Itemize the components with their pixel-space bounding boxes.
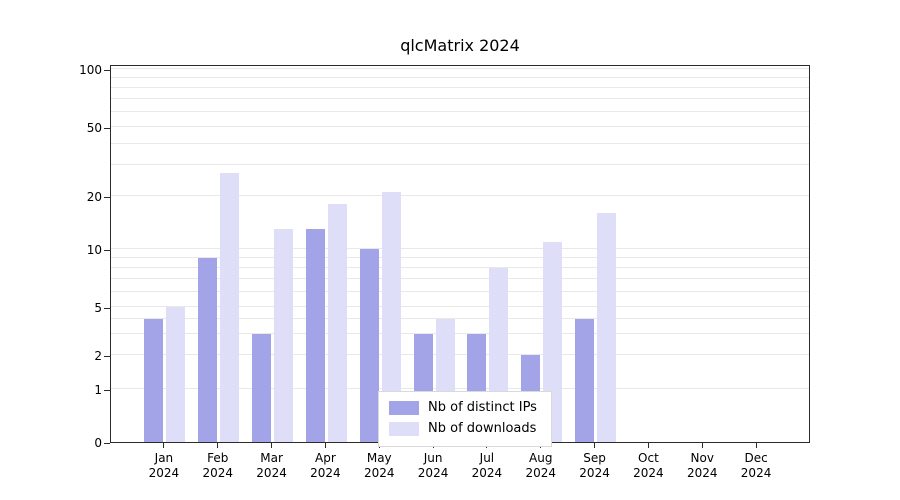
legend: Nb of distinct IPs Nb of downloads	[378, 391, 552, 447]
x-tick-mark	[163, 443, 165, 448]
gridline	[111, 76, 809, 78]
y-tick-label: 5	[94, 301, 102, 315]
y-tick-mark	[104, 250, 110, 251]
legend-label-distinct-ips: Nb of distinct IPs	[428, 400, 537, 415]
x-tick-label: Oct 2024	[633, 451, 664, 480]
x-tick-mark	[755, 443, 757, 448]
gridline	[111, 68, 809, 69]
y-tick-mark	[104, 197, 110, 198]
bar-jan-downloads	[166, 307, 186, 442]
x-tick-mark	[647, 443, 649, 448]
plot-area	[110, 65, 810, 443]
bar-feb-downloads	[220, 173, 240, 442]
bar-mar-downloads	[274, 228, 294, 442]
gridline	[111, 290, 809, 292]
y-tick-label: 100	[79, 63, 102, 77]
legend-swatch-downloads	[389, 421, 419, 436]
legend-item-downloads: Nb of downloads	[389, 418, 537, 439]
x-tick-label: Jan 2024	[148, 451, 180, 480]
y-tick-label: 10	[86, 243, 102, 257]
y-tick-label: 50	[86, 121, 102, 135]
gridline	[111, 332, 809, 334]
y-tick-mark	[104, 390, 110, 391]
chart-title: qlcMatrix 2024	[400, 36, 520, 55]
legend-swatch-distinct-ips	[389, 400, 419, 415]
legend-item-distinct-ips: Nb of distinct IPs	[389, 397, 537, 418]
x-tick-mark	[271, 443, 273, 448]
bar-sep-downloads	[597, 213, 617, 442]
bar-mar-distinct-ips	[252, 333, 272, 442]
gridline	[111, 266, 809, 268]
gridline	[111, 142, 809, 144]
bar-sep-distinct-ips	[575, 318, 595, 442]
legend-label-downloads: Nb of downloads	[428, 421, 537, 436]
bar-may-downloads	[381, 192, 401, 442]
gridline	[111, 97, 809, 99]
gridline	[111, 388, 809, 389]
bar-feb-distinct-ips	[198, 257, 218, 442]
x-tick-mark	[324, 443, 326, 448]
x-tick-label: Mar 2024	[256, 451, 287, 480]
y-tick-label: 20	[86, 190, 102, 204]
gridline	[111, 110, 809, 112]
x-tick-label: Feb 2024	[202, 451, 234, 480]
x-tick-mark	[701, 443, 703, 448]
gridline	[111, 164, 809, 166]
y-tick-mark	[104, 70, 110, 71]
x-tick-label: Jun 2024	[417, 451, 449, 480]
x-tick-label: Nov 2024	[686, 451, 718, 480]
y-tick-mark	[104, 443, 110, 444]
x-tick-mark	[594, 443, 596, 448]
bar-may-distinct-ips	[359, 249, 379, 442]
y-tick-mark	[104, 356, 110, 357]
gridline	[111, 354, 809, 355]
x-tick-label: Aug 2024	[525, 451, 557, 480]
gridline	[111, 86, 809, 88]
bar-jan-distinct-ips	[144, 318, 164, 442]
gridline	[111, 126, 809, 127]
y-tick-label: 1	[94, 383, 102, 397]
gridline	[111, 248, 809, 249]
x-tick-label: Jul 2024	[471, 451, 503, 480]
x-tick-label: Sep 2024	[579, 451, 610, 480]
gridline	[111, 317, 809, 319]
y-tick-mark	[104, 128, 110, 129]
y-tick-label: 2	[94, 349, 102, 363]
x-tick-mark	[217, 443, 219, 448]
gridline	[111, 256, 809, 258]
gridline	[111, 306, 809, 307]
x-tick-label: May 2024	[363, 451, 395, 480]
gridline	[111, 277, 809, 279]
bar-apr-downloads	[327, 204, 347, 442]
bar-apr-distinct-ips	[305, 228, 325, 442]
x-tick-label: Dec 2024	[740, 451, 772, 480]
y-tick-label: 0	[94, 436, 102, 450]
gridline	[111, 195, 809, 196]
y-tick-mark	[104, 308, 110, 309]
x-tick-label: Apr 2024	[310, 451, 341, 480]
